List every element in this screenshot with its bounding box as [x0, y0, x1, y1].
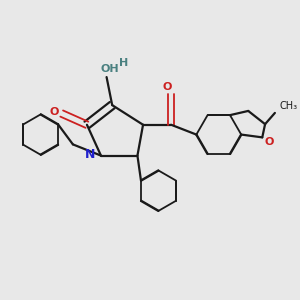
Text: O: O [265, 136, 274, 147]
Text: N: N [85, 148, 95, 161]
Text: CH₃: CH₃ [279, 101, 297, 111]
Text: H: H [119, 58, 128, 68]
Text: O: O [162, 82, 172, 92]
Text: OH: OH [100, 64, 119, 74]
Text: O: O [50, 107, 59, 117]
